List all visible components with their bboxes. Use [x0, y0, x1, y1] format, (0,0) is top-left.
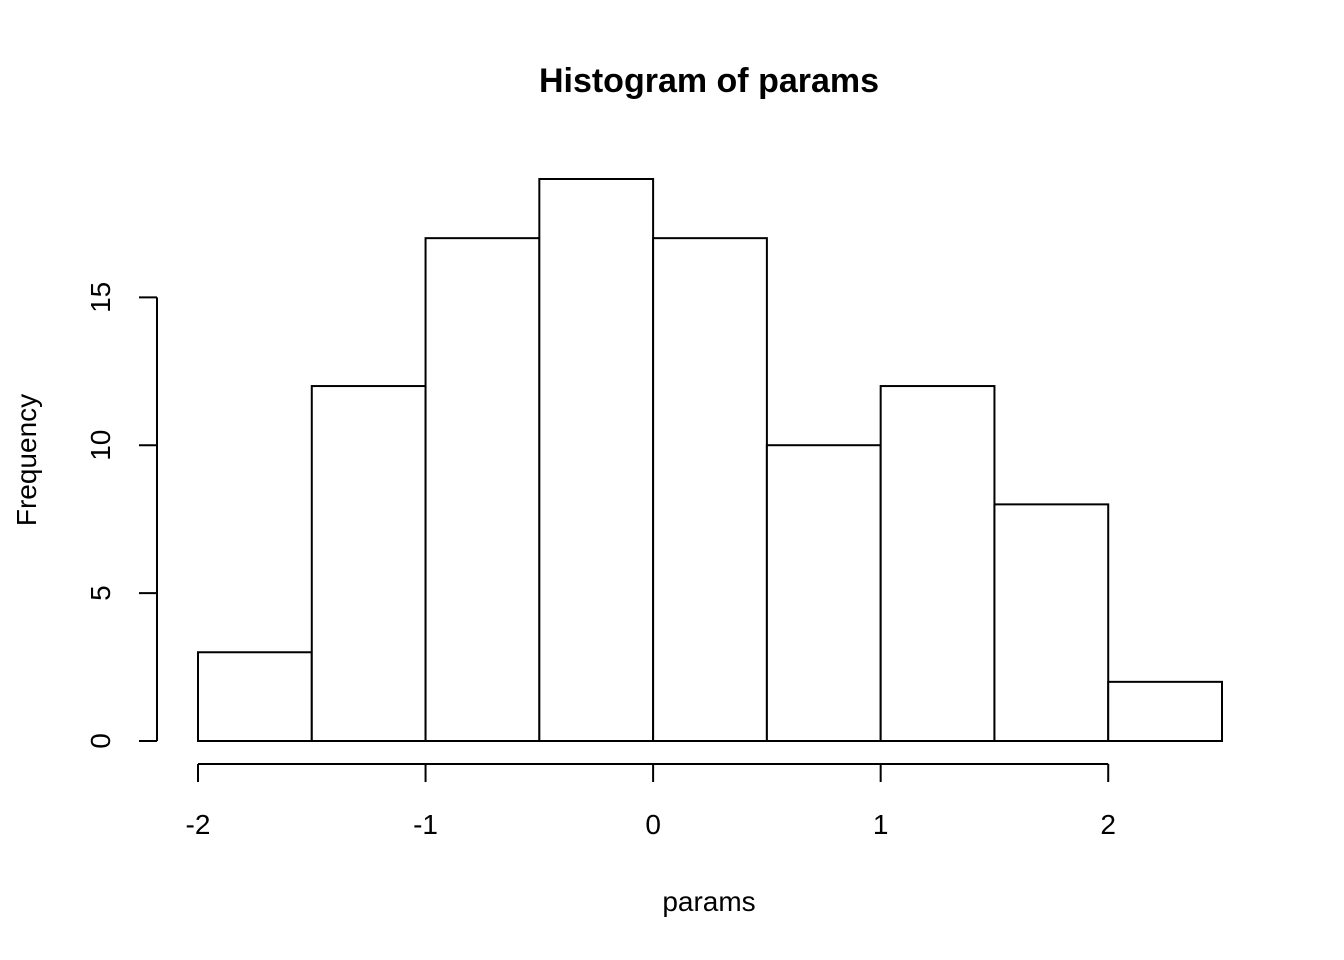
x-tick-label: -1: [413, 809, 438, 840]
y-tick-label: 15: [85, 282, 116, 313]
histogram-bar: [197, 651, 313, 743]
y-tick-label: 0: [85, 733, 116, 749]
histogram-bar: [652, 237, 768, 742]
x-tick-label: -2: [186, 809, 211, 840]
x-axis-label: params: [662, 886, 755, 917]
y-axis-label: Frequency: [11, 394, 42, 526]
y-axis: 0 5 10 15: [85, 282, 158, 749]
histogram-bar: [765, 444, 882, 742]
y-tick-label: 10: [85, 430, 116, 461]
histogram-bar: [993, 503, 1110, 742]
histogram-bars: [197, 178, 1223, 743]
x-tick-label: 0: [645, 809, 661, 840]
histogram-bar: [538, 178, 655, 742]
x-tick-label: 1: [873, 809, 889, 840]
histogram-bar: [879, 385, 996, 742]
chart-title: Histogram of params: [539, 62, 879, 100]
histogram-bar: [424, 237, 541, 742]
histogram-bar: [1107, 680, 1223, 742]
y-tick-label: 5: [85, 585, 116, 601]
x-axis: -2 -1 0 1 2: [186, 763, 1116, 840]
x-tick-label: 2: [1100, 809, 1116, 840]
histogram-bar: [310, 385, 427, 742]
